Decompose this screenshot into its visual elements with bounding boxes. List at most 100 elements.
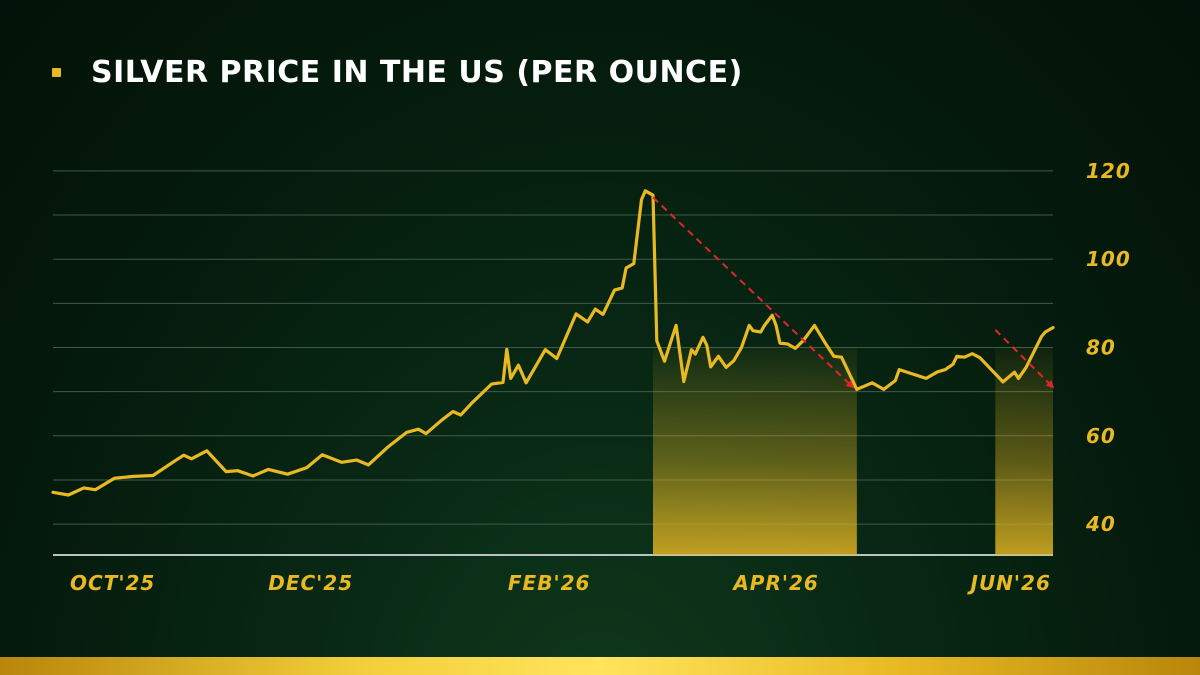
annotation-layer bbox=[652, 196, 1055, 389]
data-point bbox=[613, 288, 616, 292]
y-tick-label: 40 bbox=[1085, 512, 1116, 536]
data-point bbox=[640, 198, 643, 201]
x-tick-label: FEB'26 bbox=[508, 571, 591, 595]
x-tick-label: OCT'25 bbox=[70, 571, 155, 595]
series-line-1 bbox=[51, 189, 1055, 497]
x-tick-label: DEC'25 bbox=[268, 571, 353, 595]
chart-title: SILVER PRICE IN THE US (PER OUNCE) bbox=[91, 54, 743, 90]
data-point bbox=[759, 330, 762, 334]
data-point bbox=[405, 431, 409, 434]
data-point bbox=[651, 193, 655, 197]
data-point bbox=[501, 381, 505, 384]
data-point bbox=[51, 491, 55, 494]
title-bullet bbox=[52, 67, 61, 77]
data-point bbox=[644, 189, 647, 192]
data-point bbox=[151, 474, 155, 477]
trend-arrow-2 bbox=[994, 329, 1055, 389]
grid-layer bbox=[53, 170, 1053, 556]
data-point bbox=[813, 324, 816, 327]
data-point bbox=[555, 357, 559, 360]
data-point bbox=[355, 458, 359, 462]
data-point bbox=[701, 336, 705, 339]
data-point bbox=[524, 381, 528, 385]
data-point bbox=[544, 348, 547, 351]
data-point bbox=[67, 493, 70, 497]
data-point bbox=[82, 486, 85, 490]
data-point bbox=[682, 380, 685, 383]
data-point bbox=[894, 379, 897, 382]
shaded-region-2 bbox=[995, 347, 1053, 555]
data-point bbox=[340, 461, 343, 464]
y-tick-label: 60 bbox=[1086, 424, 1116, 448]
data-point bbox=[1001, 380, 1005, 384]
bottom-accent-bar bbox=[0, 657, 1200, 675]
data-point bbox=[182, 454, 185, 457]
data-point bbox=[694, 352, 697, 356]
data-point bbox=[936, 370, 939, 373]
y-tick-label: 120 bbox=[1086, 159, 1131, 183]
data-point bbox=[732, 359, 735, 362]
data-point bbox=[840, 356, 843, 359]
data-point bbox=[132, 475, 135, 478]
data-point bbox=[286, 473, 289, 476]
data-point bbox=[509, 377, 512, 380]
data-point bbox=[305, 466, 309, 469]
data-point bbox=[709, 365, 712, 369]
data-point bbox=[882, 388, 885, 391]
data-point bbox=[1013, 371, 1016, 374]
data-point bbox=[663, 359, 666, 363]
data-point bbox=[594, 307, 597, 311]
data-point bbox=[971, 352, 974, 355]
data-point bbox=[951, 363, 955, 366]
data-point bbox=[963, 356, 966, 359]
data-point bbox=[205, 449, 209, 453]
data-point bbox=[771, 314, 774, 317]
tick-label-layer: 40 60 80 100 120 OCT'25 DEC'25 FEB'26 APR'26 JUN'… bbox=[70, 159, 1131, 595]
data-point bbox=[794, 347, 797, 350]
data-point bbox=[690, 348, 693, 351]
data-point bbox=[705, 344, 709, 347]
data-point bbox=[417, 427, 420, 431]
data-point bbox=[632, 262, 635, 265]
data-point bbox=[751, 329, 755, 332]
data-point bbox=[655, 339, 659, 343]
y-tick-label: 80 bbox=[1086, 336, 1116, 360]
x-tick-label: APR'26 bbox=[731, 571, 819, 595]
data-point bbox=[440, 419, 443, 422]
data-point bbox=[1051, 326, 1055, 329]
series-layer bbox=[51, 189, 1055, 497]
data-point bbox=[505, 348, 509, 351]
data-point bbox=[94, 488, 97, 491]
data-point bbox=[251, 474, 255, 478]
data-point bbox=[1024, 366, 1028, 369]
data-point bbox=[113, 476, 116, 480]
title-row: SILVER PRICE IN THE US (PER OUNCE) bbox=[52, 50, 743, 94]
data-point bbox=[586, 320, 589, 324]
data-point bbox=[978, 356, 982, 359]
x-tick-label: JUN'26 bbox=[967, 571, 1051, 595]
data-point bbox=[174, 458, 178, 462]
data-point bbox=[517, 363, 520, 367]
data-point bbox=[824, 343, 828, 346]
data-point bbox=[621, 286, 624, 290]
shaded-region-1 bbox=[653, 347, 857, 555]
data-point bbox=[871, 381, 874, 385]
data-point bbox=[717, 355, 720, 358]
data-point bbox=[924, 377, 928, 380]
data-point bbox=[763, 324, 766, 327]
data-point bbox=[747, 324, 751, 327]
data-point bbox=[224, 470, 228, 473]
data-point bbox=[1044, 330, 1047, 334]
data-point bbox=[624, 266, 628, 270]
data-point bbox=[574, 312, 578, 316]
data-point bbox=[424, 432, 428, 435]
data-point bbox=[1032, 350, 1035, 354]
data-point bbox=[740, 346, 743, 349]
data-point bbox=[267, 468, 270, 471]
data-point bbox=[236, 469, 239, 472]
data-point bbox=[190, 457, 193, 460]
data-point bbox=[944, 368, 947, 371]
data-point bbox=[832, 355, 835, 358]
data-point bbox=[1017, 377, 1020, 380]
